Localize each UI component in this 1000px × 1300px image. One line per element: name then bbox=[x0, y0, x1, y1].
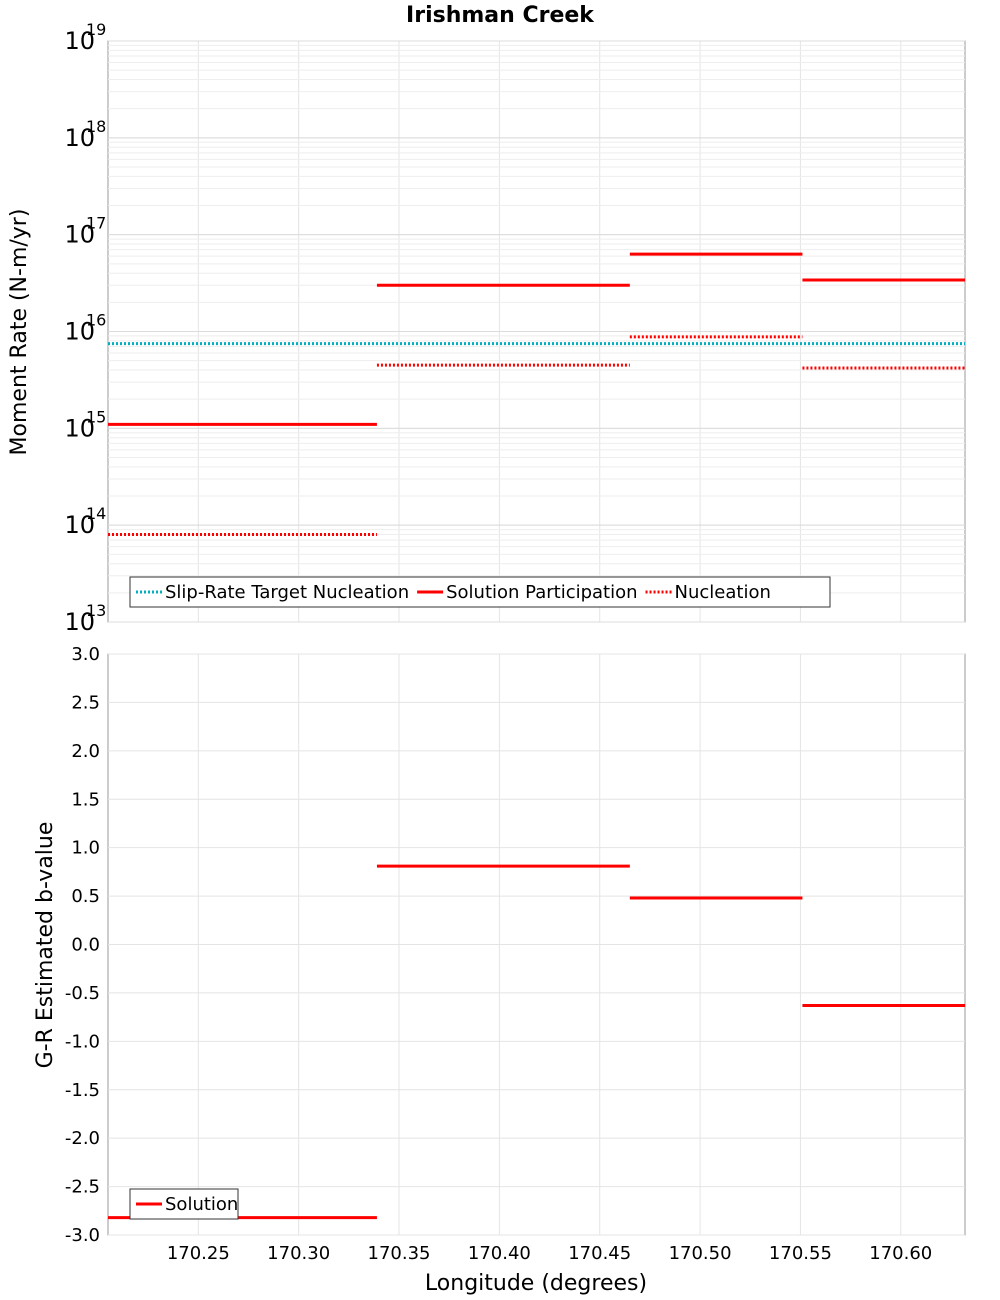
bottom-y-tick-label: 0.5 bbox=[71, 886, 100, 907]
x-tick-label: 170.50 bbox=[669, 1243, 732, 1264]
top-y-tick-label: 10 bbox=[64, 414, 95, 442]
top-y-tick-exponent: 18 bbox=[86, 117, 106, 136]
top-series bbox=[108, 252, 965, 537]
bottom-y-ticks: 3.0 2.5 2.0 1.5 1.0 0.5 0.0 -0.5 -1.0 -1.5 -2.0 -2.… bbox=[65, 644, 100, 1246]
legend-label: Slip-Rate Target Nucleation bbox=[165, 582, 409, 603]
bottom-y-tick-label: 2.0 bbox=[71, 741, 100, 762]
bottom-y-tick-label: 2.5 bbox=[71, 692, 100, 713]
top-y-tick-exponent: 16 bbox=[86, 311, 106, 330]
legend-label: Solution bbox=[165, 1194, 238, 1215]
bottom-y-tick-label: -1.5 bbox=[65, 1080, 100, 1101]
top-y-tick-exponent: 13 bbox=[86, 601, 106, 620]
bottom-grid bbox=[108, 653, 965, 1236]
top-y-axis-label: Moment Rate (N-m/yr) bbox=[7, 209, 32, 456]
legend-label: Nucleation bbox=[675, 582, 771, 603]
top-y-tick-label: 10 bbox=[64, 27, 95, 55]
top-y-tick-exponent: 15 bbox=[86, 407, 106, 426]
bottom-x-ticks: 170.25 170.30 170.35 170.40 170.45 170.50 170.… bbox=[167, 1243, 932, 1264]
bottom-y-tick-label: -0.5 bbox=[65, 983, 100, 1004]
top-y-tick-label: 10 bbox=[64, 221, 95, 249]
bottom-y-tick-label: 0.0 bbox=[71, 935, 100, 956]
x-tick-label: 170.35 bbox=[368, 1243, 431, 1264]
top-y-tick-label: 10 bbox=[64, 608, 95, 636]
chart-title: Irishman Creek bbox=[406, 3, 595, 28]
top-y-tick-exponent: 17 bbox=[86, 214, 106, 233]
bottom-y-tick-label: 1.5 bbox=[71, 789, 100, 810]
x-axis-label: Longitude (degrees) bbox=[425, 1271, 647, 1296]
top-y-tick-label: 10 bbox=[64, 511, 95, 539]
x-tick-label: 170.40 bbox=[468, 1243, 531, 1264]
x-tick-label: 170.30 bbox=[267, 1243, 330, 1264]
bottom-legend: Solution bbox=[129, 1188, 239, 1220]
top-legend: Slip-Rate Target Nucleation Solution Part… bbox=[129, 576, 831, 608]
x-tick-label: 170.25 bbox=[167, 1243, 230, 1264]
top-y-tick-exponent: 14 bbox=[86, 504, 106, 523]
top-y-tick-exponent: 19 bbox=[86, 20, 106, 39]
legend-label: Solution Participation bbox=[446, 582, 637, 603]
bottom-y-tick-label: -2.5 bbox=[65, 1177, 100, 1198]
legend-box bbox=[129, 576, 831, 608]
bottom-y-tick-label: 1.0 bbox=[71, 838, 100, 859]
x-tick-label: 170.60 bbox=[869, 1243, 932, 1264]
bottom-y-tick-label: -1.0 bbox=[65, 1031, 100, 1052]
bottom-y-tick-label: 3.0 bbox=[71, 644, 100, 665]
top-y-tick-label: 10 bbox=[64, 318, 95, 346]
bottom-y-tick-label: -3.0 bbox=[65, 1225, 100, 1246]
bottom-y-tick-label: -2.0 bbox=[65, 1128, 100, 1149]
bottom-y-axis-label: G-R Estimated b-value bbox=[33, 822, 58, 1069]
top-y-tick-label: 10 bbox=[64, 124, 95, 152]
bottom-panel: 3.0 2.5 2.0 1.5 1.0 0.5 0.0 -0.5 -1.0 -1.5 -2.0 -2.… bbox=[33, 644, 966, 1264]
x-tick-label: 170.55 bbox=[769, 1243, 832, 1264]
x-tick-label: 170.45 bbox=[568, 1243, 631, 1264]
